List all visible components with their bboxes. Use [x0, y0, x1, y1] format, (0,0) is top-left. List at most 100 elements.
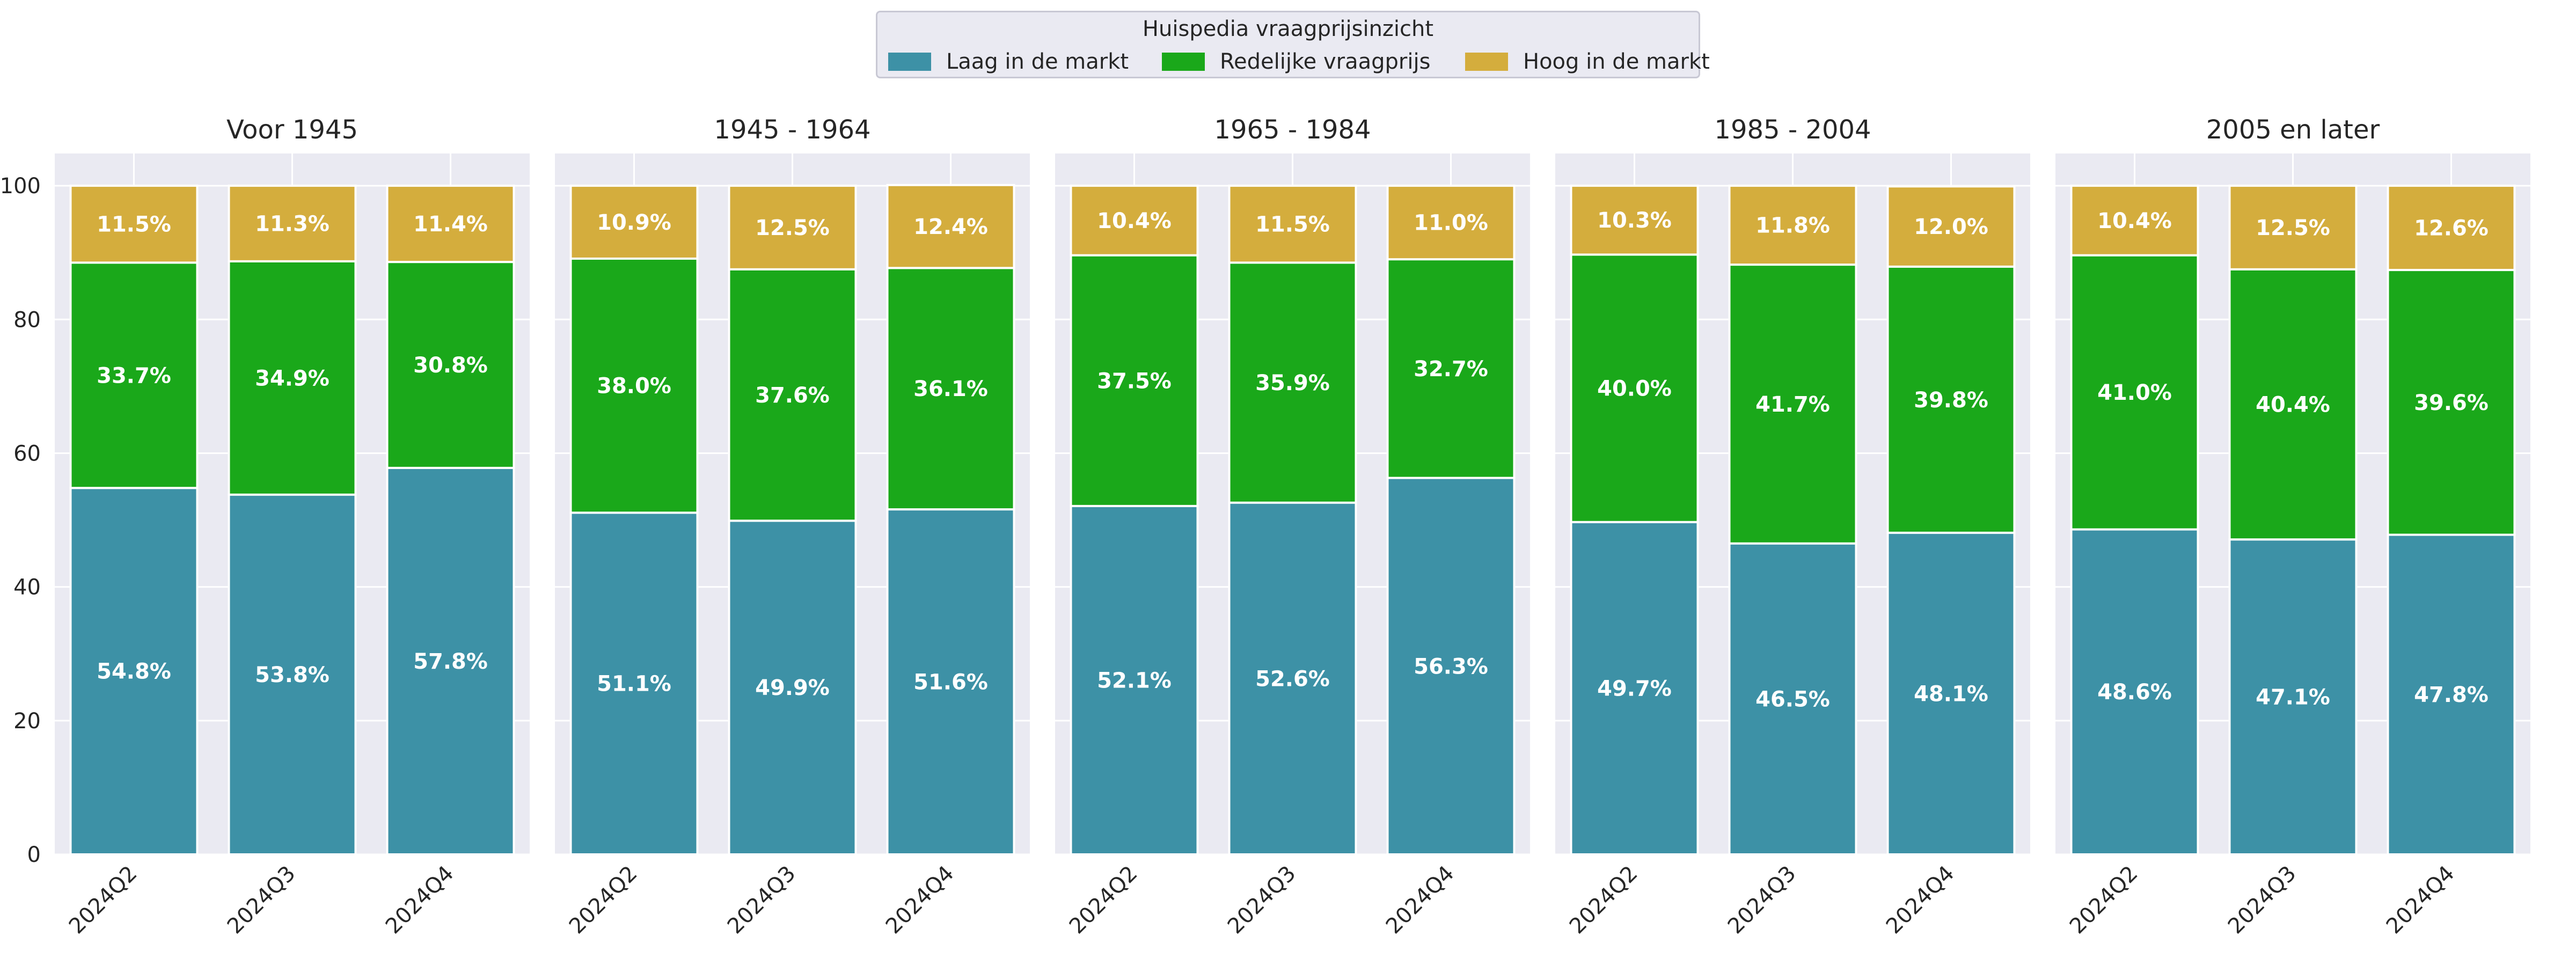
- data-label: 40.0%: [1597, 377, 1672, 401]
- data-label: 53.8%: [255, 663, 330, 687]
- data-label: 12.0%: [1914, 215, 1988, 239]
- bar-segment: [886, 184, 1015, 269]
- data-label: 11.0%: [1414, 211, 1488, 236]
- bar-segment: [2387, 185, 2516, 272]
- bar-segment: [2387, 533, 2516, 855]
- data-label: 10.9%: [597, 210, 671, 235]
- data-label: 37.5%: [1097, 369, 1172, 393]
- legend-label-hoog: Hoog in de markt: [1523, 49, 1710, 74]
- bar-segment: [1728, 264, 1857, 545]
- data-label: 40.4%: [2256, 392, 2330, 417]
- x-tick-label: 2024Q3: [223, 861, 301, 939]
- bar-segment: [1228, 185, 1357, 264]
- x-tick-label: 2024Q4: [381, 861, 459, 939]
- legend-label-redelijk: Redelijke vraagprijs: [1220, 49, 1431, 74]
- data-label: 32.7%: [1414, 357, 1488, 382]
- data-label: 36.1%: [913, 377, 988, 401]
- x-tick-label: 2024Q2: [2065, 861, 2143, 939]
- data-label: 11.4%: [413, 212, 488, 237]
- bar-segment: [2228, 538, 2358, 855]
- bar-segment: [1728, 185, 1857, 266]
- bar-segment: [386, 261, 515, 469]
- x-tick-label: 2024Q2: [1065, 861, 1143, 939]
- data-label: 38.0%: [597, 374, 671, 399]
- data-label: 11.5%: [97, 213, 171, 237]
- legend-item-hoog: Hoog in de markt: [1465, 49, 1710, 74]
- bar-segment: [386, 185, 515, 264]
- legend: Huispedia vraagprijsinzicht Laag in de m…: [876, 11, 1710, 78]
- data-label: 41.7%: [1755, 392, 1830, 417]
- bar-segment: [728, 519, 857, 855]
- data-label: 10.4%: [2097, 209, 2172, 233]
- data-label: 12.6%: [2414, 216, 2489, 241]
- data-label: 48.1%: [1914, 682, 1988, 706]
- data-label: 49.7%: [1597, 676, 1672, 701]
- x-tick-label: 2024Q3: [1723, 861, 1801, 939]
- data-label: 12.5%: [2256, 216, 2330, 240]
- data-label: 12.5%: [755, 216, 830, 240]
- legend-swatch-redelijk: [1162, 53, 1205, 71]
- bar-segment: [2228, 185, 2358, 270]
- y-tick-label: 40: [13, 575, 41, 600]
- x-tick-label: 2024Q3: [2223, 861, 2301, 939]
- data-label: 11.3%: [255, 211, 330, 236]
- bar-segment: [2228, 268, 2358, 541]
- data-label: 41.0%: [2097, 380, 2172, 405]
- x-tick-label: 2024Q4: [881, 861, 959, 939]
- x-tick-label: 2024Q2: [1565, 861, 1643, 939]
- legend-item-laag: Laag in de markt: [888, 49, 1129, 74]
- bar-segment: [886, 508, 1015, 855]
- data-label: 57.8%: [413, 649, 488, 674]
- x-tick-label: 2024Q2: [64, 861, 142, 939]
- bar-segment: [1886, 531, 2016, 855]
- bar-segment: [569, 511, 699, 855]
- panel-title: Voor 1945: [226, 115, 358, 145]
- legend-swatch-hoog: [1465, 53, 1508, 71]
- bar-segment: [228, 260, 357, 496]
- x-tick-label: 2024Q3: [1223, 861, 1301, 939]
- legend-title: Huispedia vraagprijsinzicht: [1142, 17, 1434, 41]
- bar-segment: [69, 185, 199, 264]
- legend-label-laag: Laag in de markt: [946, 49, 1129, 74]
- data-label: 10.3%: [1597, 208, 1672, 233]
- data-label: 46.5%: [1755, 687, 1830, 712]
- bar-segment: [1728, 542, 1857, 855]
- bar-segment: [2070, 254, 2199, 531]
- data-label: 51.1%: [597, 672, 671, 697]
- bar-segment: [569, 257, 699, 514]
- x-tick-label: 2024Q4: [1882, 861, 1959, 939]
- data-label: 10.4%: [1097, 209, 1172, 233]
- data-label: 12.4%: [913, 215, 988, 239]
- x-tick-label: 2024Q4: [1381, 861, 1459, 939]
- bar-segment: [1386, 258, 1516, 479]
- panel-title: 1985 - 2004: [1714, 115, 1871, 145]
- bar-segment: [1570, 185, 1699, 256]
- bar-segment: [1070, 254, 1199, 507]
- data-label: 33.7%: [97, 363, 171, 388]
- bar-segment: [1570, 521, 1699, 855]
- bar-segment: [1228, 501, 1357, 855]
- bar-segment: [228, 185, 357, 262]
- x-tick-label: 2024Q3: [723, 861, 801, 939]
- data-label: 48.6%: [2097, 680, 2172, 705]
- data-label: 51.6%: [913, 670, 988, 695]
- bar-segment: [386, 466, 515, 855]
- data-label: 39.8%: [1914, 388, 1988, 413]
- data-label: 47.1%: [2256, 685, 2330, 710]
- data-label: 52.6%: [1255, 667, 1330, 691]
- bar-segment: [2070, 185, 2199, 257]
- data-label: 34.9%: [255, 366, 330, 391]
- bar-segment: [1386, 185, 1516, 261]
- bar-segment: [1070, 185, 1199, 257]
- bar-segment: [1570, 253, 1699, 523]
- panel-title: 1945 - 1964: [714, 115, 870, 145]
- bar-segment: [2387, 269, 2516, 536]
- y-tick-label: 100: [0, 174, 41, 199]
- panel-title: 2005 en later: [2206, 115, 2380, 145]
- y-tick-label: 20: [13, 709, 41, 734]
- data-label: 49.9%: [755, 676, 830, 700]
- data-label: 11.8%: [1755, 214, 1830, 238]
- bar-segment: [69, 487, 199, 855]
- bar-segment: [228, 493, 357, 855]
